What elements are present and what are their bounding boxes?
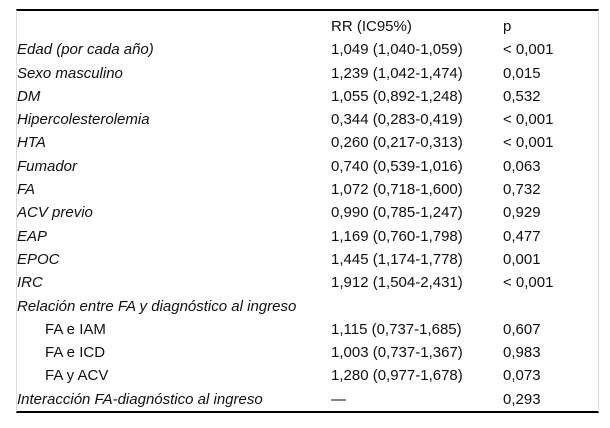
rr-value: 1,049 (1,040-1,059) — [331, 41, 463, 59]
rr-value: 0,344 (0,283-0,419) — [331, 111, 463, 129]
row-label: EAP — [17, 227, 48, 245]
table-row: FA 1,072 (0,718-1,600) 0,732 — [17, 178, 598, 201]
rr-value: 1,115 (0,737-1,685) — [331, 320, 462, 338]
table-row: EAP 1,169 (0,760-1,798) 0,477 — [17, 225, 598, 248]
p-value: 0,293 — [503, 390, 541, 408]
p-value: < 0,001 — [503, 134, 554, 152]
header-row: RR (IC95%) p — [17, 15, 598, 38]
table-row: FA e ICD 1,003 (0,737-1,367) 0,983 — [17, 341, 598, 364]
p-value: < 0,001 — [503, 274, 554, 292]
row-label: FA y ACV — [45, 367, 109, 385]
row-label: FA — [17, 181, 36, 199]
rr-value: 1,239 (1,042-1,474) — [331, 64, 463, 82]
p-value: 0,001 — [503, 250, 541, 268]
header-cell-empty — [17, 15, 331, 38]
table-row: Interacción FA-diagnóstico al ingreso — 0,… — [17, 388, 598, 411]
row-label: Sexo masculino — [17, 64, 123, 82]
p-value: 0,732 — [503, 181, 541, 199]
p-value: 0,983 — [503, 344, 541, 362]
rr-value: 1,003 (0,737-1,367) — [331, 344, 463, 362]
row-label: Fumador — [17, 157, 78, 175]
p-value: 0,532 — [503, 87, 541, 105]
rr-value: 0,260 (0,217-0,313) — [331, 134, 463, 152]
table-row: EPOC 1,445 (1,174-1,778) 0,001 — [17, 248, 598, 271]
p-value: 0,477 — [503, 227, 541, 245]
rr-value: 0,990 (0,785-1,247) — [331, 204, 463, 222]
rr-value: 1,169 (0,760-1,798) — [331, 227, 463, 245]
table-body: Edad (por cada año) 1,049 (1,040-1,059) < … — [17, 38, 598, 411]
table-row: Relación entre FA y diagnóstico al ingre… — [17, 295, 598, 318]
row-label: DM — [17, 87, 41, 105]
risk-ratio-table: RR (IC95%) p Edad (por cada año) 1,049 (1… — [17, 15, 598, 411]
table-row: Sexo masculino 1,239 (1,042-1,474) 0,015 — [17, 62, 598, 85]
rr-value: 1,280 (0,977-1,678) — [331, 367, 463, 385]
rr-value: 0,740 (0,539-1,016) — [331, 157, 463, 175]
row-label: Relación entre FA y diagnóstico al ingre… — [17, 297, 297, 315]
rr-value: 1,912 (1,504-2,431) — [331, 274, 463, 292]
p-value: < 0,001 — [503, 111, 554, 129]
rr-value — [331, 295, 503, 318]
p-value: 0,929 — [503, 204, 541, 222]
header-cell-p: p — [503, 18, 512, 35]
row-label: Edad (por cada año) — [17, 41, 154, 59]
row-label: Interacción FA-diagnóstico al ingreso — [17, 390, 263, 408]
p-value: 0,063 — [503, 157, 541, 175]
p-value — [503, 295, 598, 318]
table-row: HTA 0,260 (0,217-0,313) < 0,001 — [17, 131, 598, 154]
table-row: Edad (por cada año) 1,049 (1,040-1,059) < … — [17, 38, 598, 61]
row-label: EPOC — [17, 250, 60, 268]
table-row: Hipercolesterolemia 0,344 (0,283-0,419) < … — [17, 108, 598, 131]
table-row: DM 1,055 (0,892-1,248) 0,532 — [17, 85, 598, 108]
row-label: FA e ICD — [45, 344, 106, 362]
row-label: HTA — [17, 134, 46, 152]
stat-table-frame: RR (IC95%) p Edad (por cada año) 1,049 (1… — [16, 9, 599, 413]
rr-value: 1,445 (1,174-1,778) — [331, 250, 463, 268]
table-header: RR (IC95%) p — [17, 15, 598, 38]
rr-value: 1,055 (0,892-1,248) — [331, 87, 463, 105]
p-value: 0,015 — [503, 64, 541, 82]
row-label: IRC — [17, 274, 43, 292]
table-row: Fumador 0,740 (0,539-1,016) 0,063 — [17, 155, 598, 178]
p-value: < 0,001 — [503, 41, 554, 59]
rr-value: 1,072 (0,718-1,600) — [331, 181, 463, 199]
header-cell-rr: RR (IC95%) — [331, 18, 412, 35]
row-label: ACV previo — [17, 204, 93, 222]
p-value: 0,607 — [503, 320, 541, 338]
row-label: FA e IAM — [45, 320, 106, 338]
table-row: FA e IAM 1,115 (0,737-1,685) 0,607 — [17, 318, 598, 341]
table-row: IRC 1,912 (1,504-2,431) < 0,001 — [17, 271, 598, 294]
table-row: ACV previo 0,990 (0,785-1,247) 0,929 — [17, 201, 598, 224]
rr-value: — — [331, 390, 346, 408]
p-value: 0,073 — [503, 367, 541, 385]
table-row: FA y ACV 1,280 (0,977-1,678) 0,073 — [17, 364, 598, 387]
row-label: Hipercolesterolemia — [17, 111, 150, 129]
